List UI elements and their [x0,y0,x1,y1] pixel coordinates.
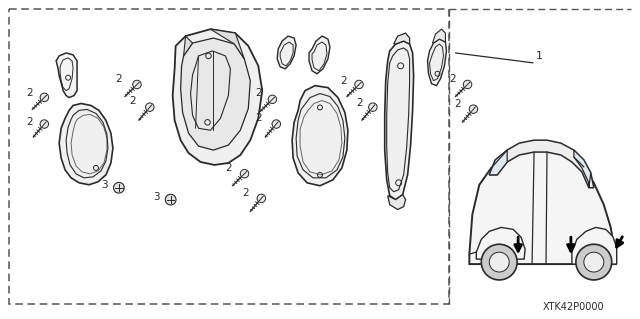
Text: 2: 2 [449,74,456,84]
Polygon shape [56,53,77,98]
Polygon shape [184,36,193,56]
Polygon shape [292,85,348,186]
Polygon shape [173,29,262,165]
Circle shape [463,80,472,89]
Text: 3: 3 [102,180,108,190]
Text: 2: 2 [454,100,461,109]
Circle shape [132,80,141,89]
Circle shape [355,80,364,89]
Polygon shape [489,140,594,188]
Text: 2: 2 [116,74,122,84]
Polygon shape [428,39,447,85]
Text: 1: 1 [536,51,543,61]
Circle shape [584,252,604,272]
Text: 2: 2 [340,76,348,86]
Polygon shape [180,38,250,150]
Circle shape [268,95,276,104]
Text: XTK42P0000: XTK42P0000 [543,302,605,312]
Polygon shape [388,195,406,210]
Polygon shape [572,227,617,264]
Polygon shape [211,29,244,59]
Polygon shape [277,36,296,69]
Circle shape [40,93,49,101]
Polygon shape [476,227,525,259]
Text: 2: 2 [129,95,136,106]
Polygon shape [309,36,330,74]
Text: 2: 2 [26,88,33,98]
Circle shape [469,105,477,113]
Circle shape [165,194,176,205]
Polygon shape [489,150,507,175]
Polygon shape [59,103,113,185]
Text: 2: 2 [225,163,232,173]
Circle shape [481,244,517,280]
Text: 2: 2 [26,117,33,127]
Circle shape [576,244,612,280]
Polygon shape [574,150,591,188]
Text: 2: 2 [242,188,248,198]
Text: 2: 2 [356,98,363,108]
Polygon shape [433,29,445,43]
Text: 3: 3 [154,192,160,202]
Text: 2: 2 [255,88,262,98]
Text: 2: 2 [255,113,262,123]
Polygon shape [469,148,616,264]
Circle shape [272,120,280,128]
Polygon shape [394,33,410,44]
Circle shape [369,103,377,111]
Circle shape [240,169,249,178]
Circle shape [113,182,124,193]
Polygon shape [385,41,413,200]
Circle shape [146,103,154,111]
Circle shape [40,120,49,128]
Circle shape [489,252,509,272]
Circle shape [257,194,266,203]
